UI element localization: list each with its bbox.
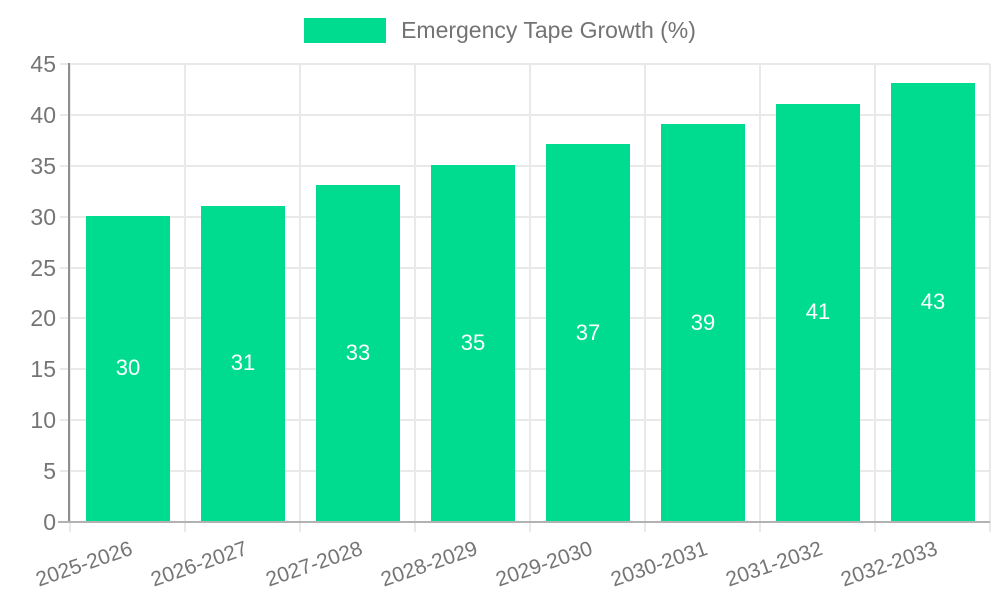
x-gridline <box>874 64 876 532</box>
y-gridline <box>60 215 990 218</box>
bar-value-label: 35 <box>460 329 486 355</box>
bar: 35 <box>431 164 515 521</box>
chart-legend[interactable]: Emergency Tape Growth (%) <box>0 17 1000 44</box>
x-gridline <box>414 64 416 532</box>
bar: 41 <box>776 103 860 521</box>
y-gridline <box>60 266 990 269</box>
y-gridline <box>60 113 990 116</box>
bar: 30 <box>86 215 170 521</box>
y-tick-label: 10 <box>30 407 56 434</box>
y-gridline <box>60 63 990 65</box>
y-gridline <box>60 317 990 320</box>
bar-value-label: 33 <box>345 340 371 366</box>
x-gridline <box>529 64 531 532</box>
x-gridline <box>184 64 186 532</box>
bar-value-label: 37 <box>575 319 601 345</box>
y-gridline <box>60 368 990 371</box>
y-gridline <box>60 164 990 167</box>
bar-value-label: 30 <box>115 355 141 381</box>
x-axis-line <box>58 521 990 523</box>
y-tick-label: 20 <box>30 305 56 332</box>
x-gridline <box>69 64 71 532</box>
y-tick-label: 0 <box>43 509 56 535</box>
x-gridline <box>644 64 646 532</box>
bar: 37 <box>546 144 630 521</box>
y-tick-label: 15 <box>30 356 56 383</box>
y-tick-label: 45 <box>30 51 56 77</box>
y-gridline <box>60 419 990 422</box>
bar-value-label: 41 <box>805 299 831 325</box>
y-gridline <box>60 470 990 473</box>
x-gridline <box>989 64 991 532</box>
bar: 33 <box>316 185 400 521</box>
bar: 31 <box>201 205 285 521</box>
legend-label: Emergency Tape Growth (%) <box>401 17 696 43</box>
bar: 43 <box>891 83 975 521</box>
legend-swatch <box>304 18 387 43</box>
y-tick-label: 35 <box>30 152 56 179</box>
y-tick-label: 5 <box>43 458 56 485</box>
bar-value-label: 39 <box>690 309 716 335</box>
y-axis-line <box>68 63 70 522</box>
x-gridline <box>299 64 301 532</box>
bar: 39 <box>661 124 745 521</box>
bar-value-label: 43 <box>920 289 946 315</box>
y-tick-label: 25 <box>30 254 56 281</box>
x-gridline <box>759 64 761 532</box>
plot-area: 0 5 10 15 20 25 30 35 40 45 30 31 33 35 37 39 41 43 2025… <box>30 51 991 591</box>
y-tick-label: 30 <box>30 203 56 230</box>
bar-value-label: 31 <box>230 350 256 376</box>
y-tick-label: 40 <box>30 101 56 128</box>
